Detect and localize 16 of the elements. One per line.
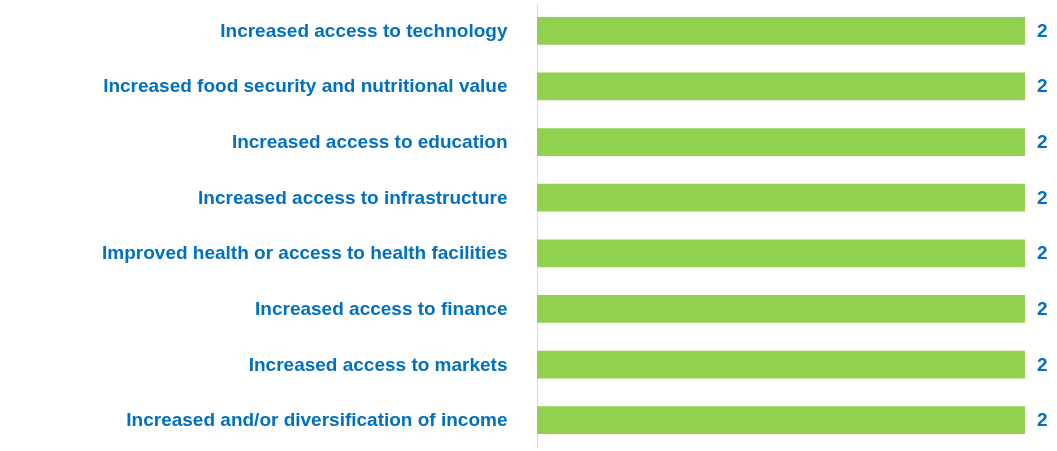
- y-tick-label: Increased access to markets: [248, 353, 508, 375]
- data-label: 2: [1037, 131, 1048, 153]
- y-tick-label: Increased access to finance: [255, 297, 508, 319]
- data-label: 2: [1037, 409, 1048, 431]
- data-label: 2: [1037, 297, 1048, 319]
- data-label: 2: [1037, 19, 1048, 41]
- y-tick-label: Increased food security and nutritional value: [103, 75, 508, 97]
- data-label: 2: [1037, 75, 1048, 97]
- data-label: 2: [1037, 353, 1048, 375]
- y-tick-label: Increased and/or diversification of income: [126, 409, 508, 431]
- data-label: 2: [1037, 242, 1048, 264]
- y-tick-label: Improved health or access to health facilities: [102, 242, 508, 264]
- y-tick-label: Increased access to education: [231, 131, 508, 153]
- y-tick-label: Increased access to technology: [220, 19, 508, 41]
- data-label: 2: [1037, 186, 1048, 208]
- y-tick-label: Increased access to infrastructure: [198, 186, 508, 208]
